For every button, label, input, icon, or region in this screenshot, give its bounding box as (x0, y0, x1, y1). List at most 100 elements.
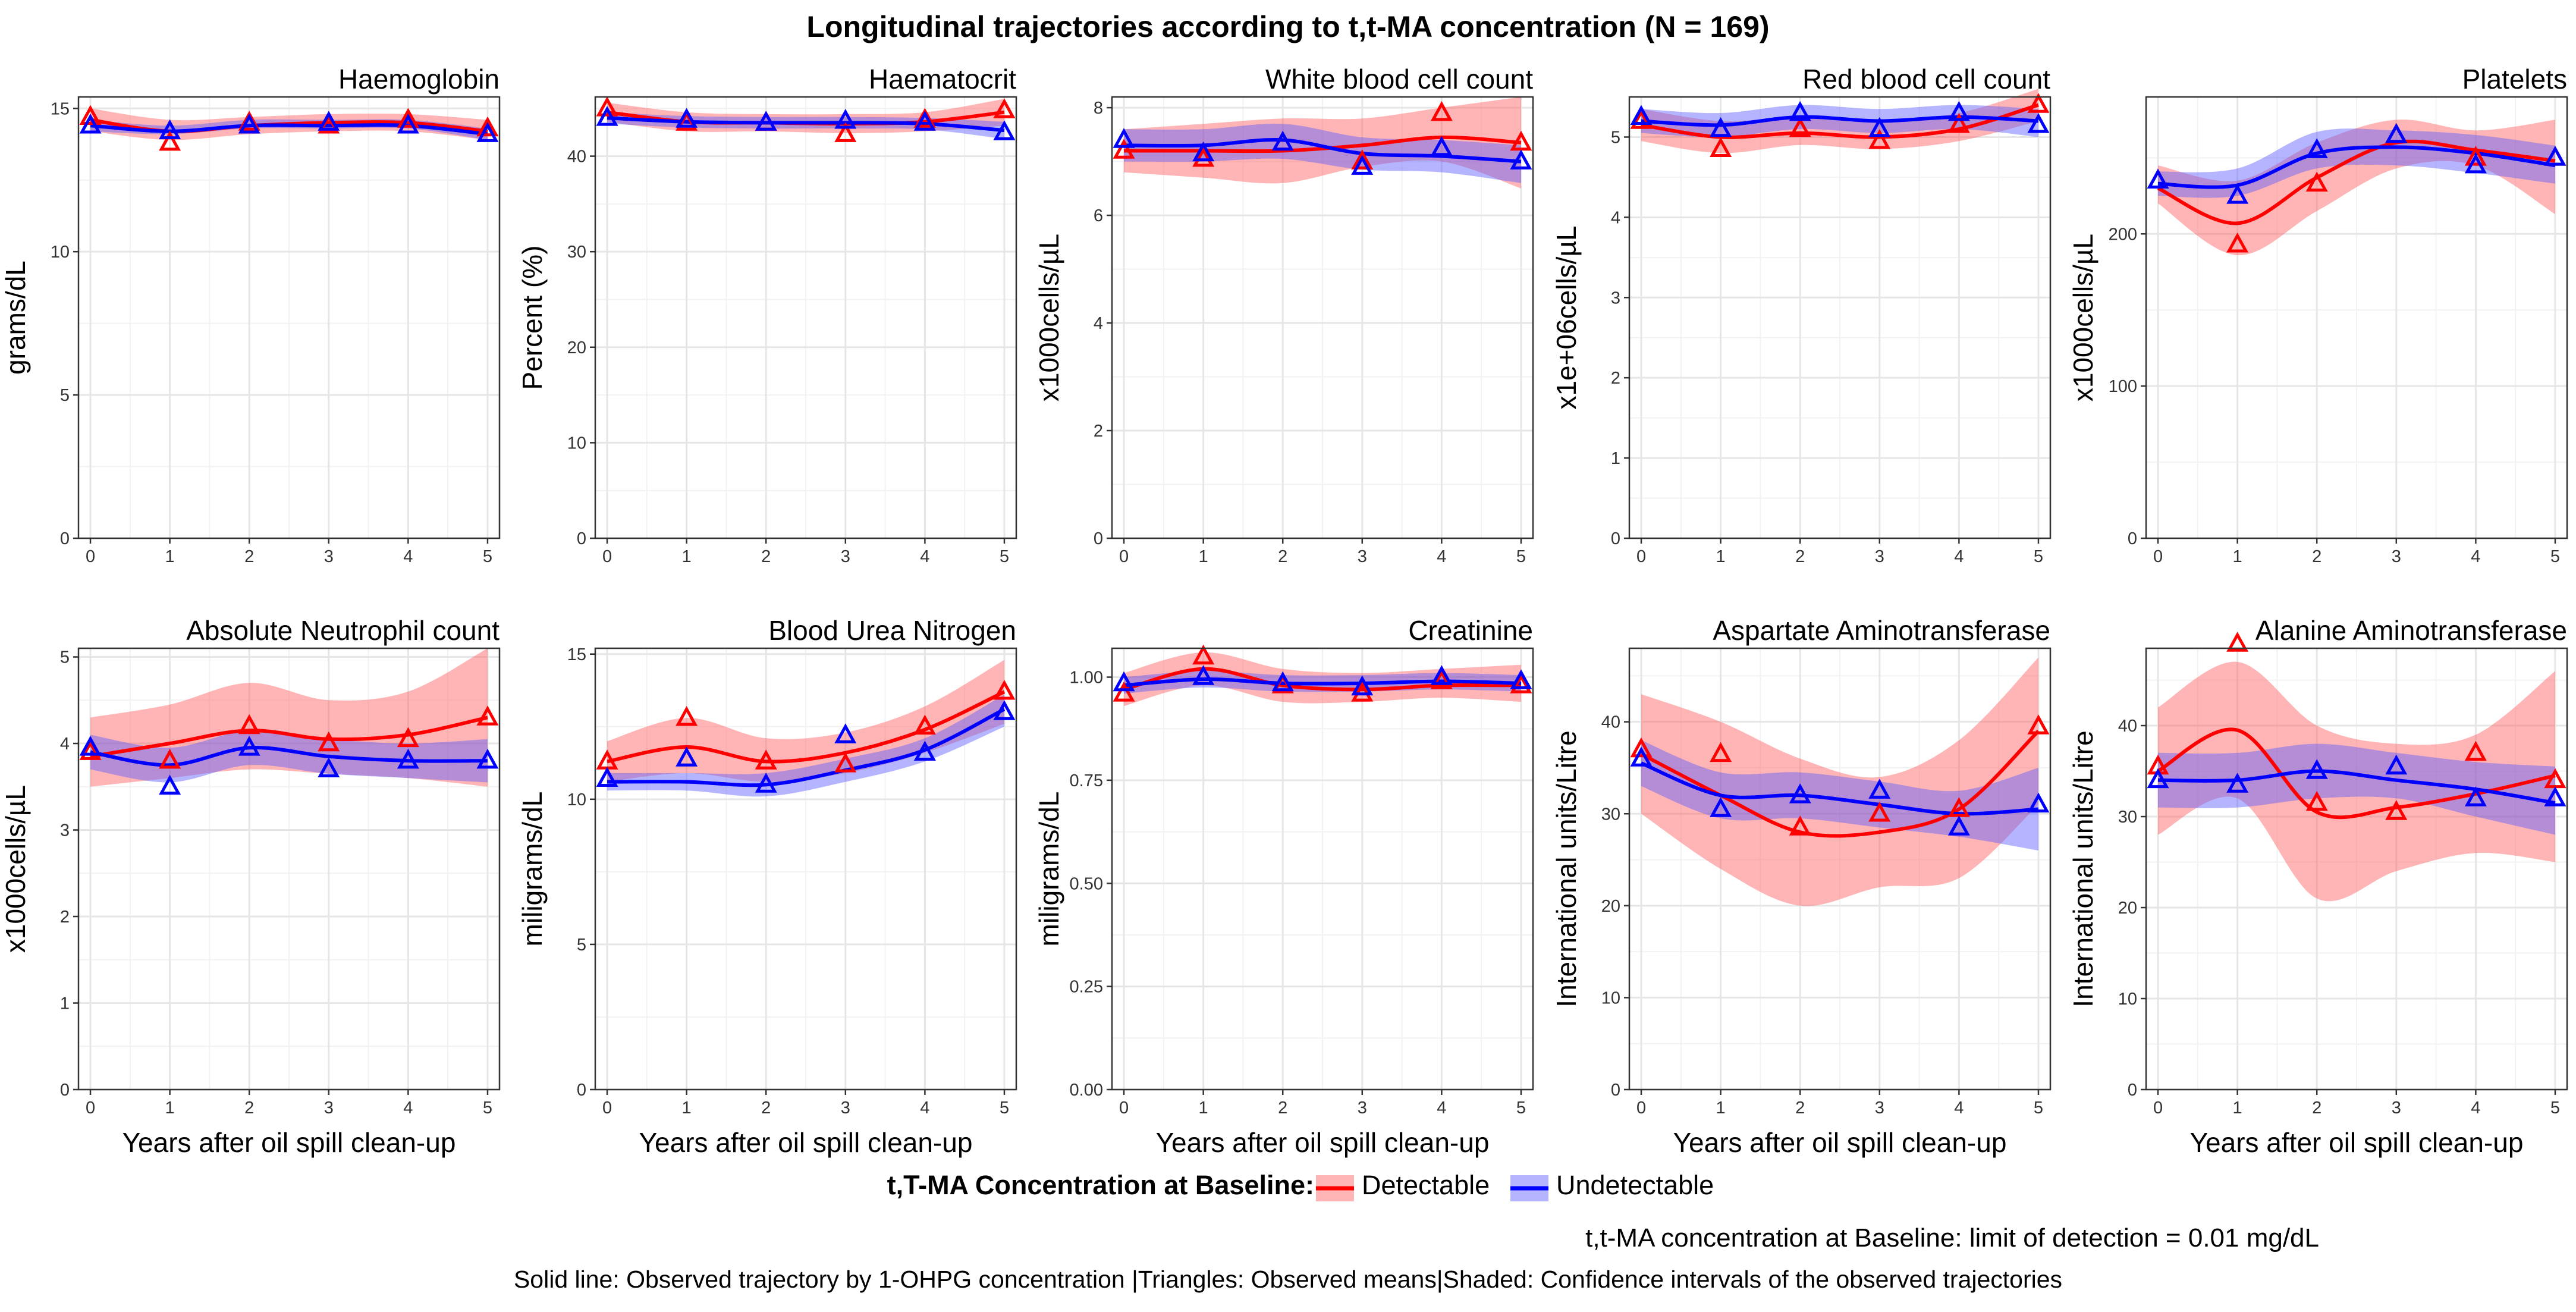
y-tick-label: 200 (2109, 225, 2137, 244)
mean-marker-detectable (1789, 815, 1811, 836)
mean-marker-detectable (1430, 101, 1453, 121)
x-tick-label: 1 (682, 1098, 692, 1118)
panel-border (594, 96, 1017, 539)
x-tick-label: 5 (2550, 547, 2560, 566)
x-tick-label: 4 (1954, 547, 1964, 566)
y-tick-label: 3 (1611, 288, 1620, 307)
x-tick-label: 2 (244, 1098, 254, 1118)
mean-marker-detectable (1630, 737, 1653, 758)
mean-marker-undetectable (913, 111, 936, 131)
mean-marker-detectable (2027, 93, 2050, 113)
mean-marker-undetectable (1947, 815, 1970, 836)
mean-marker-detectable (834, 752, 857, 773)
mean-marker-undetectable (2147, 768, 2169, 789)
mean-marker-detectable (1710, 137, 1732, 157)
x-tick-label: 1 (682, 547, 692, 566)
panel-alanine-aminotransferase: Alanine Aminotransferase 0 10 20 30 40 0 1 2 3 4 5 I… (2068, 615, 2568, 1158)
mean-marker-detectable (993, 680, 1016, 700)
y-tick-label: 0 (1094, 529, 1103, 548)
x-tick-label: 3 (1875, 1098, 1884, 1118)
mean-marker-undetectable (1113, 671, 1135, 692)
y-tick-label: 30 (2118, 808, 2137, 827)
y-tick-label: 40 (567, 147, 586, 167)
panel-title: Haematocrit (869, 64, 1016, 95)
mean-marker-undetectable (2147, 168, 2169, 189)
x-tick-label: 0 (1636, 1098, 1646, 1118)
mean-marker-undetectable (1947, 101, 1970, 121)
trajectory-line-undetectable (607, 116, 1005, 133)
mean-marker-undetectable (2544, 786, 2566, 806)
mean-marker-undetectable (993, 700, 1016, 720)
y-tick-label: 0.50 (1070, 874, 1103, 893)
ci-ribbon-detectable (2158, 661, 2555, 902)
mean-marker-undetectable (1630, 105, 1653, 125)
panel-aspartate-aminotransferase: Aspartate Aminotransferase 0 10 20 30 40 0 1 2 3 4… (1551, 615, 2052, 1158)
panel-red-blood-cell-count: Red blood cell count 0 1 2 3 4 5 0 1 2 3 4 5 x1e+06ce… (1551, 64, 2052, 566)
x-tick-label: 4 (1437, 1098, 1446, 1118)
panel-title: Platelets (2462, 64, 2567, 95)
x-tick-label: 3 (2392, 1098, 2401, 1118)
trajectory-line-undetectable (607, 707, 1006, 787)
x-tick-label: 2 (2312, 547, 2321, 566)
y-axis-title: grams/dL (0, 260, 31, 375)
panel-border (77, 647, 501, 1091)
y-tick-label: 30 (567, 243, 586, 262)
y-tick-label: 100 (2109, 377, 2137, 396)
trajectory-line-undetectable (2157, 769, 2556, 805)
panel-absolute-neutrophil-count: Absolute Neutrophil count 0 1 2 3 4 5 0 1 2 3 4 5 x10… (0, 615, 501, 1158)
y-tick-label: 0 (1611, 529, 1620, 548)
y-tick-label: 4 (60, 735, 70, 754)
x-tick-label: 2 (761, 547, 771, 566)
mean-marker-detectable (238, 714, 260, 735)
panel-platelets: Platelets 0 100 200 0 1 2 3 4 5 x1000cells/µL (2068, 64, 2568, 566)
mean-marker-undetectable (318, 757, 340, 777)
x-tick-label: 1 (1199, 1098, 1208, 1118)
y-tick-label: 0 (60, 529, 70, 548)
mean-marker-undetectable (1351, 675, 1374, 696)
mean-marker-undetectable (1192, 141, 1215, 162)
ci-ribbon-undetectable (607, 112, 1004, 139)
x-tick-label: 2 (1795, 547, 1805, 566)
x-axis-title: Years after oil spill clean-up (1156, 1127, 1490, 1158)
mean-marker-undetectable (755, 773, 777, 793)
x-tick-label: 0 (1636, 547, 1646, 566)
y-tick-label: 20 (567, 338, 586, 357)
panel-border (2145, 96, 2568, 539)
trajectory-line-undetectable (1641, 115, 2039, 127)
mean-marker-undetectable (476, 748, 499, 769)
trajectory-line-detectable (2157, 139, 2556, 225)
y-tick-label: 10 (1601, 988, 1620, 1007)
mean-marker-detectable (476, 116, 499, 137)
mean-marker-undetectable (834, 723, 857, 743)
mean-marker-undetectable (476, 122, 499, 142)
mean-marker-undetectable (1430, 665, 1453, 685)
y-tick-label: 2 (60, 908, 70, 927)
mean-marker-detectable (1510, 673, 1532, 693)
y-tick-label: 5 (577, 936, 586, 955)
mean-marker-undetectable (79, 114, 102, 134)
mean-marker-undetectable (913, 740, 936, 761)
x-axis-title: Years after oil spill clean-up (122, 1127, 456, 1158)
ci-ribbon-undetectable (1641, 740, 2038, 851)
x-axis-title: Years after oil spill clean-up (639, 1127, 973, 1158)
panel-border (1111, 96, 1534, 539)
y-tick-label: 0 (577, 529, 586, 548)
y-tick-label: 1.00 (1070, 668, 1103, 688)
mean-marker-undetectable (238, 114, 260, 134)
mean-marker-undetectable (2305, 759, 2328, 779)
panel-border (594, 647, 1017, 1091)
y-tick-label: 8 (1094, 99, 1103, 118)
mean-marker-undetectable (1710, 117, 1732, 137)
x-tick-label: 1 (2233, 547, 2242, 566)
mean-marker-detectable (2027, 714, 2050, 735)
x-tick-label: 4 (920, 1098, 929, 1118)
y-tick-label: 1 (1611, 449, 1620, 468)
x-tick-label: 3 (841, 1098, 850, 1118)
mean-marker-detectable (755, 749, 777, 770)
legend-item-undetectable: Undetectable (1510, 1170, 1714, 1201)
ci-ribbon-detectable (1641, 657, 2038, 906)
x-tick-label: 2 (1795, 1098, 1805, 1118)
panel-title: Red blood cell count (1802, 64, 2050, 95)
panel-blood-urea-nitrogen: Blood Urea Nitrogen 0 5 10 15 0 1 2 3 4 5 miligrams… (517, 615, 1017, 1158)
trajectory-line-undetectable (1123, 677, 1522, 688)
